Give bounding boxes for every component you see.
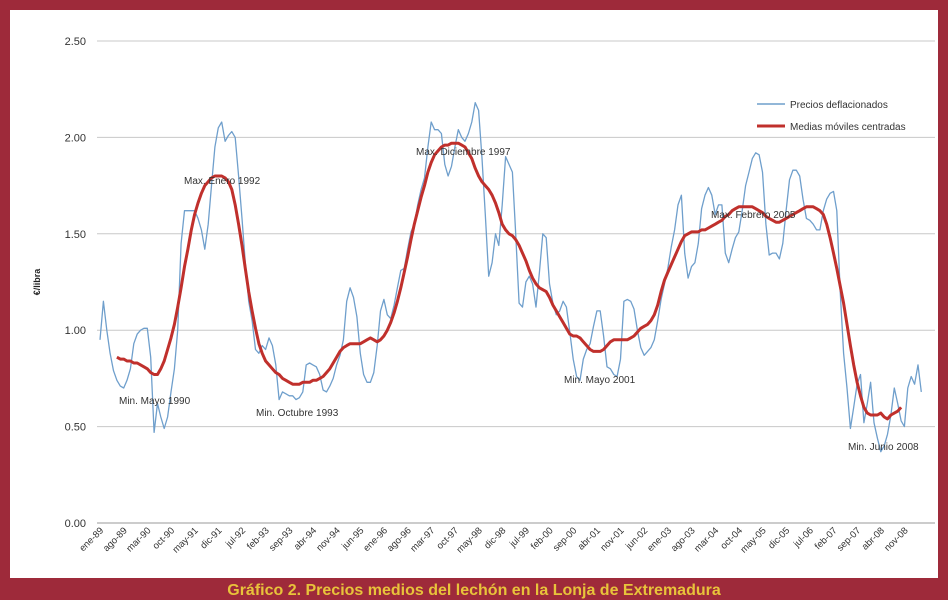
annotation: Max. Febrero 2005 bbox=[711, 210, 796, 221]
chart-panel bbox=[10, 10, 938, 578]
y-tick-label: 2.50 bbox=[65, 36, 86, 48]
chart-caption: Gráfico 2. Precios medios del lechón en … bbox=[227, 582, 721, 599]
series-line bbox=[116, 141, 903, 421]
y-tick-label: 2.00 bbox=[65, 132, 86, 144]
y-tick-label: 0.50 bbox=[65, 422, 86, 434]
annotation: Min. Mayo 1990 bbox=[119, 396, 191, 407]
legend-label: Medias móviles centradas bbox=[790, 122, 906, 133]
legend-label: Precios deflacionados bbox=[790, 100, 888, 111]
annotation: Min. Junio 2008 bbox=[848, 442, 919, 453]
y-tick-label: 0.00 bbox=[65, 518, 86, 530]
y-tick-label: 1.50 bbox=[65, 229, 86, 241]
annotation: Min. Mayo 2001 bbox=[564, 375, 636, 386]
y-tick-label: 1.00 bbox=[65, 325, 86, 337]
annotation: Max. Enero 1992 bbox=[184, 176, 261, 187]
series-line bbox=[99, 102, 922, 453]
annotation: Max. Diciembre 1997 bbox=[416, 147, 511, 158]
annotation: Min. Octubre 1993 bbox=[256, 408, 339, 419]
y-axis-label: €/libra bbox=[32, 268, 42, 296]
